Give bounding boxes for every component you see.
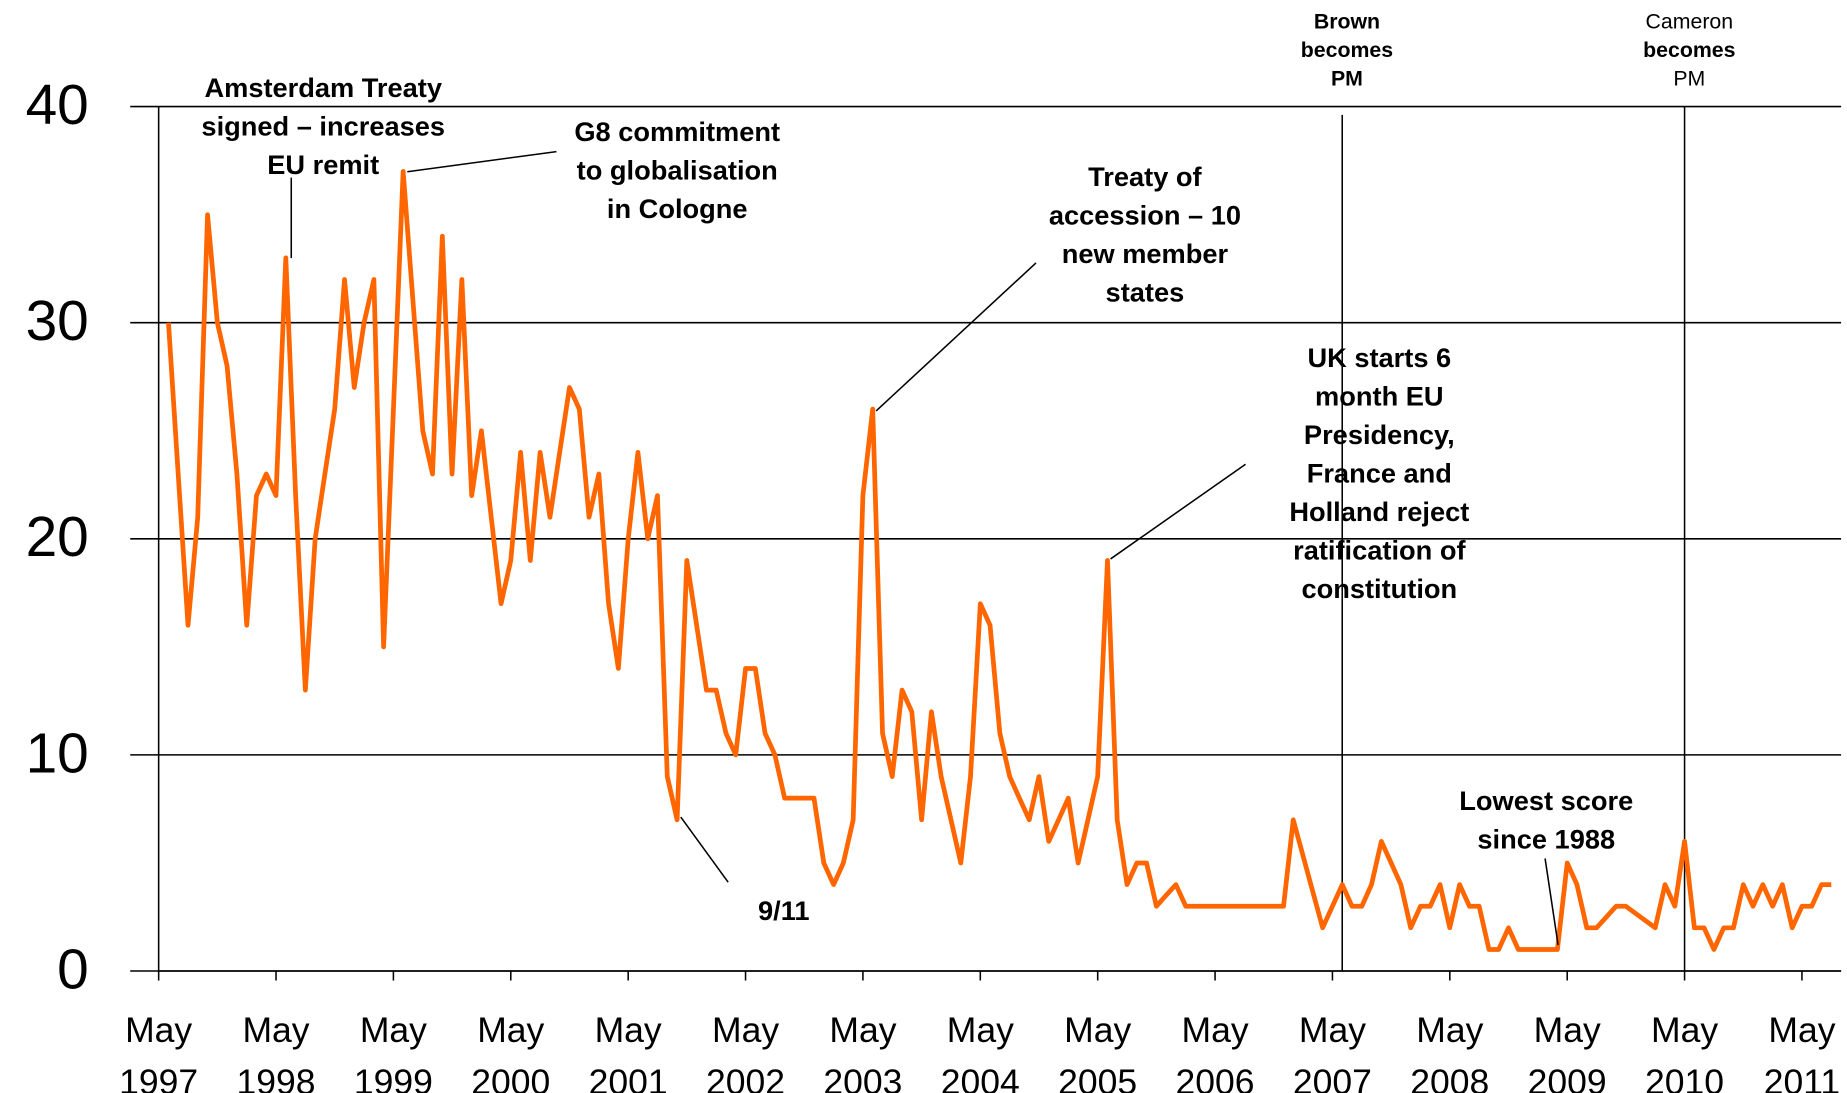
- annotation: Holland reject: [1289, 496, 1469, 527]
- leader-line: [875, 262, 1037, 412]
- annotation: Lowest score: [1459, 785, 1633, 816]
- annotation: accession – 10: [1049, 199, 1241, 230]
- x-tick-label: May 2001: [589, 1010, 668, 1093]
- x-tick-label: May 2008: [1410, 1010, 1489, 1093]
- annotation: ratification of: [1293, 535, 1466, 566]
- event-label: PM: [1673, 66, 1705, 90]
- x-tick-label: May 2003: [823, 1010, 902, 1093]
- event-label: Brown: [1314, 9, 1380, 33]
- x-tick-label: May 2004: [941, 1010, 1020, 1093]
- x-tick-label: May 2011: [1764, 1010, 1840, 1093]
- x-tick-label: May 1997: [119, 1010, 198, 1093]
- annotation: G8 commitment: [574, 116, 780, 147]
- annotation: Amsterdam Treaty: [204, 72, 441, 103]
- leader-line: [1544, 858, 1559, 946]
- x-tick-label: May 2000: [471, 1010, 550, 1093]
- annotation: since 1988: [1477, 823, 1615, 854]
- leader-line: [407, 150, 557, 173]
- x-tick-label: May 1998: [237, 1010, 316, 1093]
- annotation: month EU: [1315, 381, 1444, 412]
- annotation: new member: [1062, 238, 1229, 269]
- event-label: Cameron: [1646, 9, 1734, 33]
- annotation: France and: [1307, 458, 1452, 489]
- annotation: Presidency,: [1304, 419, 1455, 450]
- annotation: constitution: [1301, 573, 1457, 604]
- x-tick-label: May 2006: [1176, 1010, 1255, 1093]
- event-label: PM: [1331, 66, 1363, 90]
- leader-line: [680, 816, 729, 883]
- y-tick-label: 30: [26, 290, 89, 353]
- x-tick-label: May 2009: [1528, 1010, 1607, 1093]
- y-tick-label: 40: [26, 74, 89, 137]
- y-tick-label: 10: [26, 722, 89, 785]
- annotation: 9/11: [758, 895, 809, 926]
- annotation: in Cologne: [607, 193, 748, 224]
- annotation: EU remit: [267, 149, 379, 180]
- annotation: Treaty of: [1088, 161, 1202, 192]
- x-tick-label: May 1999: [354, 1010, 433, 1093]
- event-label: becomes: [1301, 38, 1393, 62]
- leader-line: [1110, 463, 1246, 560]
- x-tick-label: May 2005: [1058, 1010, 1137, 1093]
- annotation: to globalisation: [577, 154, 778, 185]
- x-tick-label: May 2007: [1293, 1010, 1372, 1093]
- event-label: becomes: [1643, 38, 1735, 62]
- x-tick-label: May 2010: [1645, 1010, 1724, 1093]
- annotation: UK starts 6: [1307, 342, 1451, 373]
- x-tick-label: May 2002: [706, 1010, 785, 1093]
- annotation: signed – increases: [201, 111, 445, 142]
- y-tick-label: 0: [57, 938, 89, 1001]
- data-line: [166, 169, 1832, 952]
- y-tick-label: 20: [26, 506, 89, 569]
- annotation: states: [1106, 276, 1185, 307]
